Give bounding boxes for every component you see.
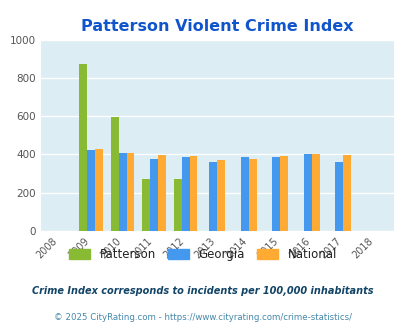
Bar [87, 150, 95, 231]
Bar [189, 156, 197, 231]
Bar [158, 155, 166, 231]
Bar [181, 157, 189, 231]
Bar [79, 64, 87, 231]
Bar [303, 154, 311, 231]
Bar [126, 153, 134, 231]
Bar [335, 162, 343, 231]
Bar [248, 159, 256, 231]
Bar [343, 155, 350, 231]
Text: © 2025 CityRating.com - https://www.cityrating.com/crime-statistics/: © 2025 CityRating.com - https://www.city… [54, 313, 351, 322]
Text: Crime Index corresponds to incidents per 100,000 inhabitants: Crime Index corresponds to incidents per… [32, 286, 373, 296]
Bar [240, 157, 248, 231]
Title: Patterson Violent Crime Index: Patterson Violent Crime Index [81, 19, 353, 34]
Bar [95, 149, 102, 231]
Bar [173, 179, 181, 231]
Bar [279, 156, 288, 231]
Bar [150, 159, 158, 231]
Legend: Patterson, Georgia, National: Patterson, Georgia, National [64, 244, 341, 266]
Bar [217, 160, 224, 231]
Bar [111, 117, 118, 231]
Bar [142, 179, 150, 231]
Bar [311, 154, 319, 231]
Bar [209, 162, 217, 231]
Bar [118, 153, 126, 231]
Bar [272, 157, 279, 231]
